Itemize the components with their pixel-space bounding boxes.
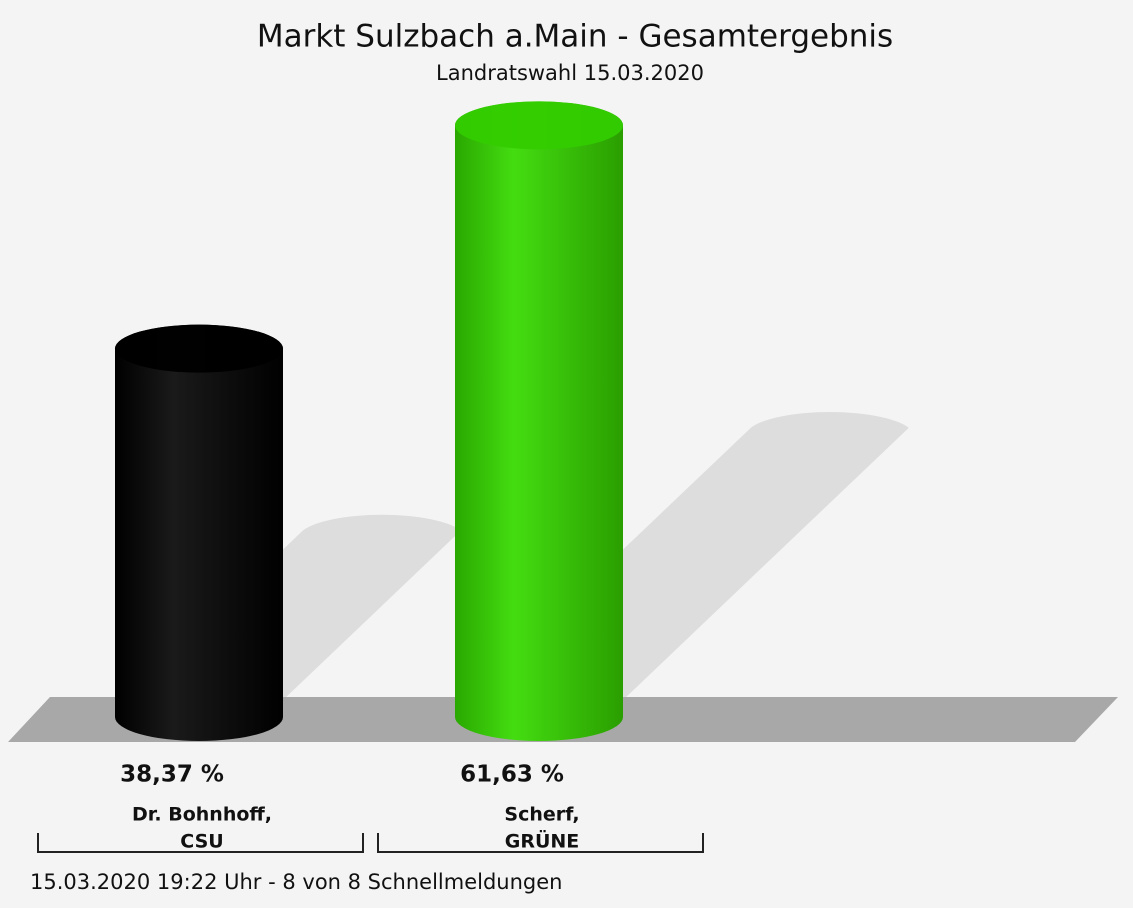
- bar-top: [115, 324, 283, 373]
- value-label: 38,37 %: [120, 762, 224, 788]
- category-bracket: [377, 833, 704, 853]
- category-bracket: [37, 833, 364, 853]
- category-label: Scherf,: [504, 804, 579, 826]
- chart-subtitle: Landratswahl 15.03.2020: [436, 61, 704, 85]
- bar-top: [455, 101, 623, 150]
- bar: [115, 324, 283, 741]
- category-label: Dr. Bohnhoff,: [132, 804, 272, 826]
- chart-title: Markt Sulzbach a.Main - Gesamtergebnis: [257, 19, 893, 55]
- footnote: 15.03.2020 19:22 Uhr - 8 von 8 Schnellme…: [30, 870, 563, 894]
- value-label: 61,63 %: [460, 762, 564, 788]
- category-label: CSU: [180, 831, 223, 853]
- bar: [455, 101, 623, 742]
- bars: [115, 101, 623, 742]
- category-label: GRÜNE: [505, 829, 580, 853]
